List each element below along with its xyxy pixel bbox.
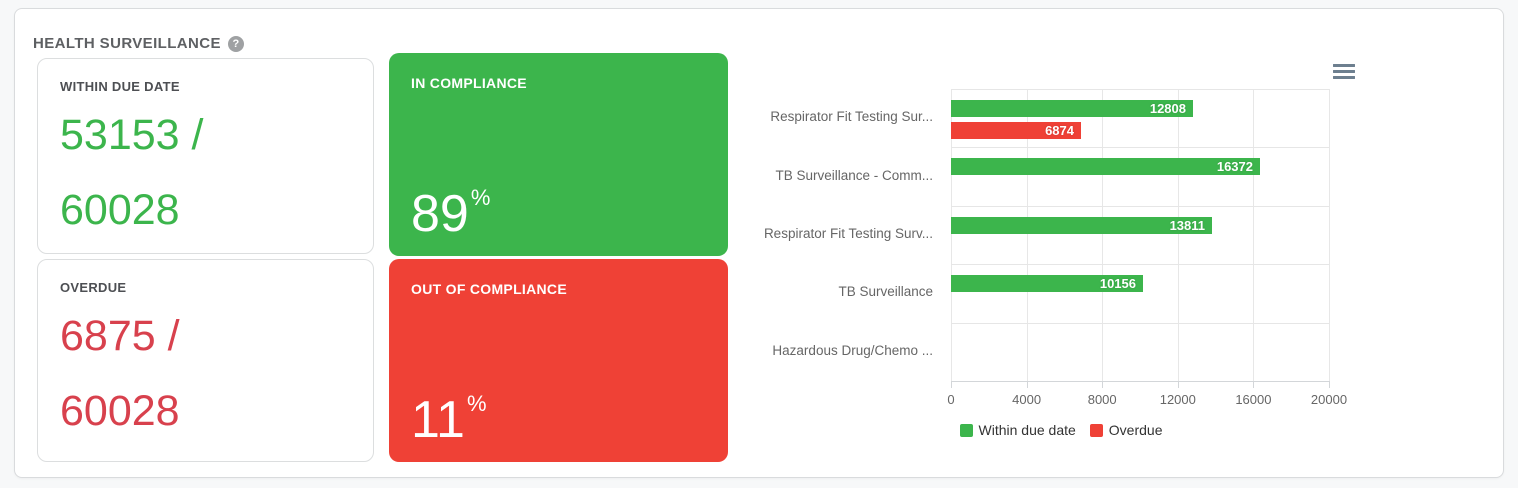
gridline-horizontal <box>951 264 1329 265</box>
within-separator: / <box>191 111 204 159</box>
legend-item-within-due-date[interactable]: Within due date <box>959 422 1076 438</box>
within-due-date-value: 53153 / 60028 <box>60 98 351 248</box>
overdue-separator: / <box>167 312 180 360</box>
category-label: TB Surveillance - Comm... <box>775 168 933 183</box>
out-of-compliance-number: 11 <box>411 391 465 449</box>
hamburger-line <box>1333 76 1355 79</box>
within-due-date-label: WITHIN DUE DATE <box>60 79 180 94</box>
overdue-value: 6875 / 60028 <box>60 299 351 449</box>
gridline-vertical <box>1253 89 1255 381</box>
x-axis-line <box>951 381 1330 382</box>
x-axis-tick-label: 0 <box>947 392 955 407</box>
legend-item-overdue[interactable]: Overdue <box>1089 422 1163 438</box>
out-of-compliance-percent: 11% <box>411 391 487 446</box>
out-of-compliance-unit: % <box>466 391 487 416</box>
legend-swatch <box>959 423 973 437</box>
overdue-count: 6875 <box>60 312 156 360</box>
gridline-vertical <box>1329 89 1330 381</box>
bar-overdue[interactable]: 6874 <box>951 122 1081 139</box>
category-label: TB Surveillance <box>838 284 933 299</box>
chart-context-menu-icon[interactable] <box>1333 63 1355 81</box>
overdue-card: OVERDUE 6875 / 60028 <box>37 259 374 462</box>
gridline-vertical <box>951 89 952 381</box>
bar-data-label: 6874 <box>1045 123 1074 138</box>
x-axis-tick-label: 4000 <box>1012 392 1042 407</box>
axis-tick <box>1329 381 1330 388</box>
in-compliance-number: 89 <box>411 185 469 243</box>
plot-area: 12808 16372 13811 10156 6874 <box>951 89 1330 382</box>
legend-label: Within due date <box>978 422 1076 438</box>
category-axis: Respirator Fit Testing Sur... TB Surveill… <box>741 89 933 381</box>
in-compliance-label: IN COMPLIANCE <box>411 75 527 91</box>
legend-swatch <box>1089 423 1103 437</box>
bar-data-label: 16372 <box>1216 159 1253 174</box>
chart-legend: Within due date Overdue <box>741 422 1381 438</box>
bar-data-label: 12808 <box>1149 101 1186 116</box>
category-label: Hazardous Drug/Chemo ... <box>772 343 933 358</box>
bar-data-label: 10156 <box>1099 276 1136 291</box>
in-compliance-percent: 89% <box>411 185 490 240</box>
bar-within-due-date[interactable]: 16372 <box>951 158 1260 175</box>
gridline-vertical <box>1177 89 1179 381</box>
gridline-vertical <box>1026 89 1028 381</box>
axis-tick <box>1177 381 1179 388</box>
health-surveillance-panel: HEALTH SURVEILLANCE ? WITHIN DUE DATE 53… <box>14 8 1504 478</box>
x-axis-tick-label: 8000 <box>1087 392 1117 407</box>
bar-within-due-date[interactable]: 10156 <box>951 275 1143 292</box>
hamburger-line <box>1333 70 1355 73</box>
overdue-label: OVERDUE <box>60 280 127 295</box>
in-compliance-unit: % <box>470 185 491 210</box>
x-axis-tick-label: 20000 <box>1310 392 1348 407</box>
within-count: 53153 <box>60 111 180 159</box>
hamburger-line <box>1333 64 1355 67</box>
gridline-horizontal <box>951 323 1329 324</box>
x-axis-tick-label: 12000 <box>1159 392 1196 407</box>
axis-tick <box>1102 381 1104 388</box>
axis-tick <box>1253 381 1255 388</box>
category-label: Respirator Fit Testing Sur... <box>770 109 933 124</box>
category-label: Respirator Fit Testing Surv... <box>763 226 933 241</box>
bar-within-due-date[interactable]: 12808 <box>951 100 1193 117</box>
overdue-total: 60028 <box>60 387 180 435</box>
bar-within-due-date[interactable]: 13811 <box>951 217 1212 234</box>
panel-title-text: HEALTH SURVEILLANCE <box>33 35 221 52</box>
help-icon[interactable]: ? <box>227 35 244 52</box>
gridline-horizontal <box>951 89 1329 90</box>
within-due-date-card: WITHIN DUE DATE 53153 / 60028 <box>37 58 374 254</box>
legend-label: Overdue <box>1108 422 1163 438</box>
gridline-vertical <box>1102 89 1104 381</box>
in-compliance-card: IN COMPLIANCE 89% <box>389 53 728 256</box>
gridline-horizontal <box>951 147 1329 148</box>
gridline-horizontal <box>951 206 1329 207</box>
surveillance-bar-chart: Respirator Fit Testing Sur... TB Surveill… <box>741 51 1389 466</box>
out-of-compliance-card: OUT OF COMPLIANCE 11% <box>389 259 728 462</box>
out-of-compliance-label: OUT OF COMPLIANCE <box>411 281 567 297</box>
x-axis-tick-label: 16000 <box>1235 392 1272 407</box>
axis-tick <box>1026 381 1028 388</box>
bar-data-label: 13811 <box>1169 218 1205 233</box>
panel-title: HEALTH SURVEILLANCE ? <box>33 35 244 52</box>
axis-tick <box>951 381 952 388</box>
within-total: 60028 <box>60 186 180 234</box>
x-axis-labels: 0 4000 8000 12000 16000 20000 <box>947 392 1347 408</box>
